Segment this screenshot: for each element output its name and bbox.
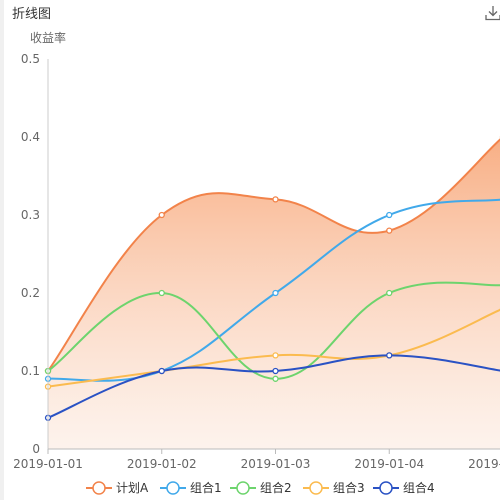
legend-marker: [236, 481, 250, 495]
y-tick-label: 0.1: [21, 364, 40, 378]
x-tick-label: 2019-01-02: [127, 457, 197, 471]
data-point-组合2[interactable]: [386, 289, 393, 297]
legend-item-计划A[interactable]: 计划A: [86, 481, 149, 495]
legend-item-组合4[interactable]: 组合4: [373, 480, 435, 495]
legend-marker: [92, 481, 106, 495]
data-point-组合2[interactable]: [272, 375, 279, 382]
x-tick-label: 2019-01-05: [468, 457, 500, 471]
legend-item-组合3[interactable]: 组合3: [303, 480, 365, 495]
download-icon[interactable]: [484, 4, 500, 22]
legend-label: 组合4: [403, 480, 435, 495]
legend-label: 组合3: [333, 480, 365, 495]
data-point-组合3[interactable]: [272, 352, 279, 359]
data-point-计划A[interactable]: [158, 211, 165, 219]
data-point-组合4[interactable]: [158, 367, 165, 375]
y-tick-label: 0.3: [21, 208, 40, 222]
data-point-组合1[interactable]: [272, 289, 279, 297]
legend-marker: [166, 481, 180, 495]
x-tick-label: 2019-01-01: [13, 457, 83, 471]
left-edge-strip: [0, 0, 4, 500]
chart-title: 折线图: [12, 7, 52, 22]
data-point-组合4[interactable]: [272, 367, 279, 375]
y-tick-label: 0.4: [21, 130, 40, 144]
y-tick-label: 0.5: [21, 52, 40, 66]
data-point-组合4[interactable]: [386, 352, 393, 359]
data-point-组合2[interactable]: [158, 289, 165, 297]
legend-marker: [379, 481, 393, 495]
data-point-计划A[interactable]: [386, 227, 393, 234]
legend-label: 组合1: [190, 480, 222, 495]
data-point-计划A[interactable]: [272, 196, 279, 203]
legend-item-组合1[interactable]: 组合1: [160, 480, 222, 495]
data-point-组合1[interactable]: [386, 211, 393, 219]
y-tick-label: 0: [32, 442, 40, 456]
y-tick-label: 0.2: [21, 286, 40, 300]
x-tick-label: 2019-01-03: [241, 457, 311, 471]
legend-item-组合2[interactable]: 组合2: [230, 480, 292, 495]
x-tick-label: 2019-01-04: [354, 457, 424, 471]
y-axis-label: 收益率: [30, 30, 66, 45]
legend-label: 计划A: [116, 481, 149, 495]
legend-marker: [309, 481, 323, 495]
series-line-组合2: [47, 281, 500, 380]
legend-label: 组合2: [260, 480, 292, 495]
